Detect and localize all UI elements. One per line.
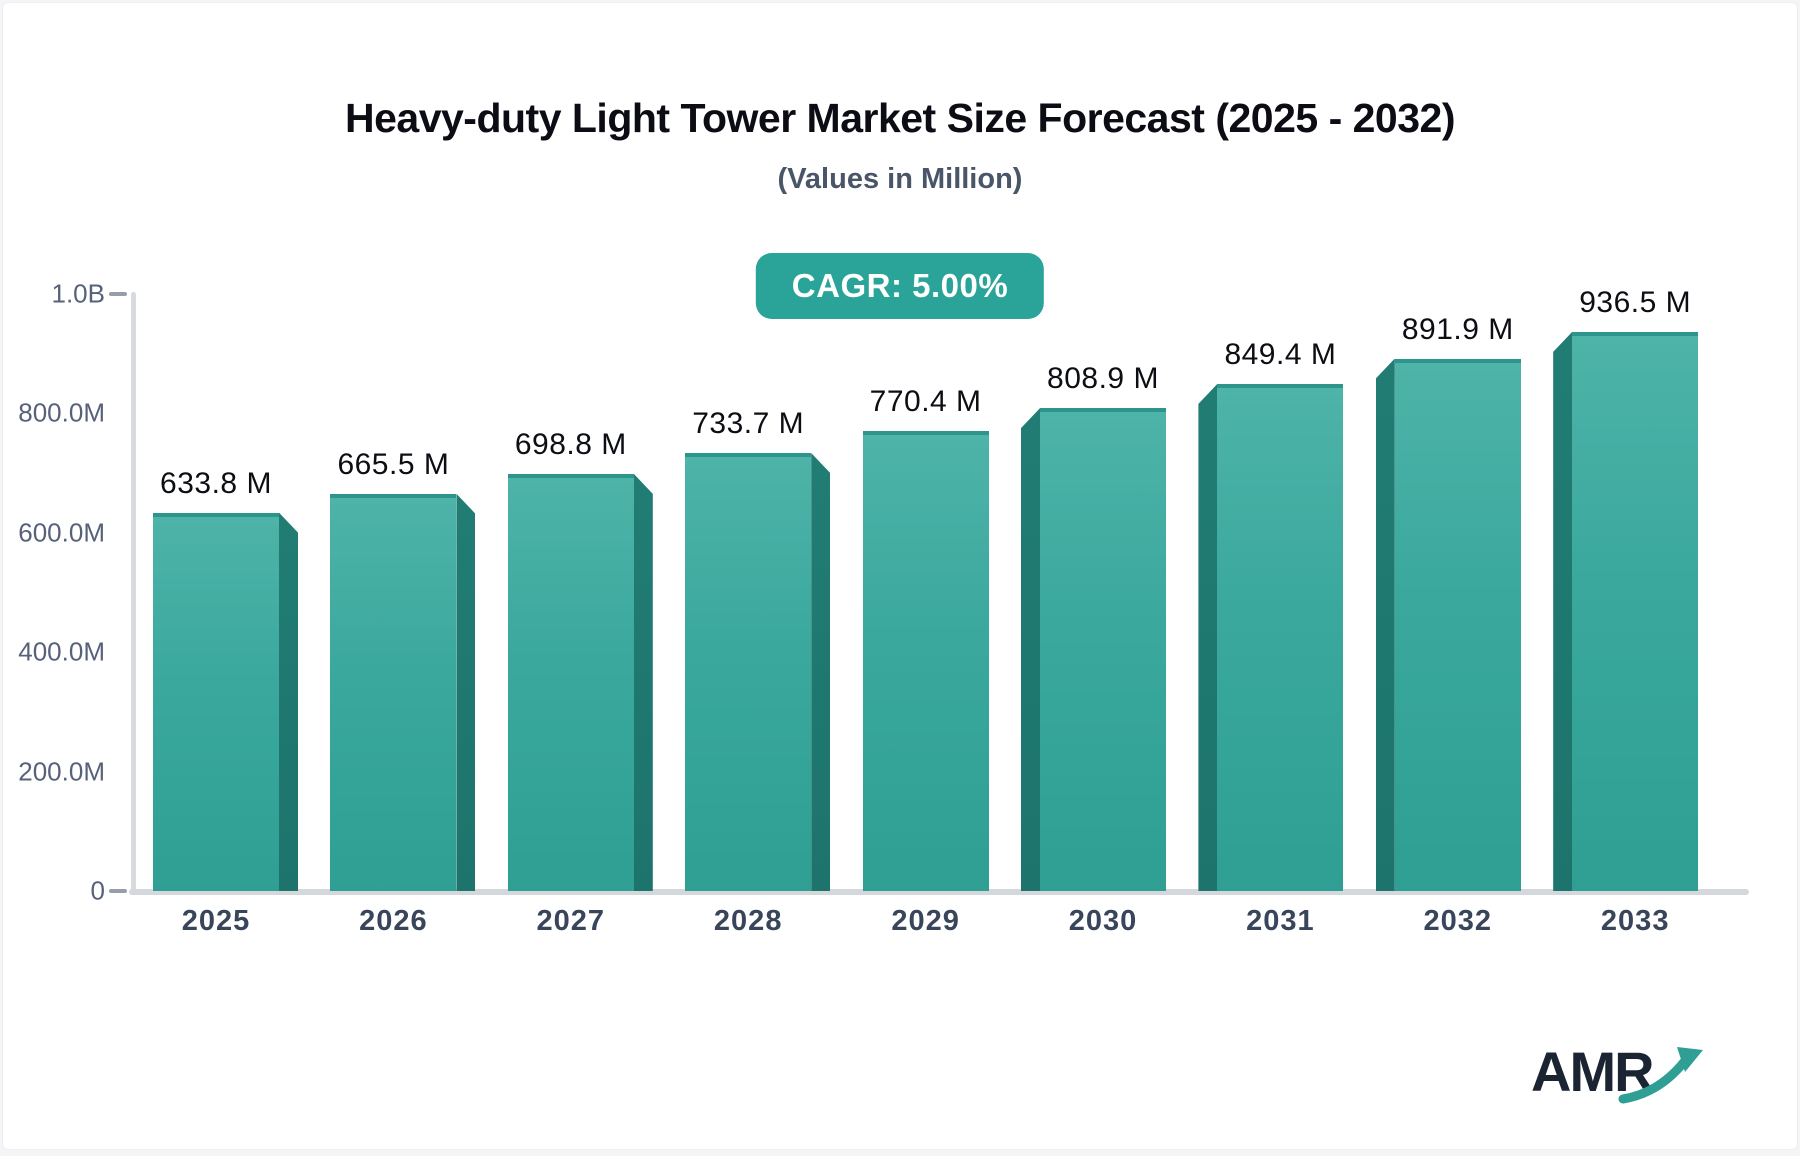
y-tick-label: 800.0M (18, 397, 105, 428)
x-tick-label-2028: 2028 (713, 905, 783, 937)
y-tick-label: 600.0M (18, 517, 105, 548)
bar-value-label: 633.8 M (160, 466, 272, 500)
y-tick-mark (109, 889, 127, 893)
y-tick-mark (109, 292, 127, 296)
bar-2029 (862, 431, 989, 891)
x-tick-label-2029: 2029 (891, 905, 960, 937)
bar-side-face (1198, 383, 1218, 891)
bar-2030 (1040, 408, 1166, 891)
bar-value-label: 665.5 M (337, 447, 450, 481)
bar-2028 (685, 452, 812, 891)
chart-subtitle: (Values in Million) (777, 163, 1023, 195)
x-tick-label-2027: 2027 (536, 905, 606, 937)
amr-logo-arrowhead (1677, 1047, 1703, 1072)
bar-value-label: 698.8 M (514, 427, 627, 461)
x-axis-line (129, 889, 1749, 895)
bar-value-label: 770.4 M (869, 385, 982, 419)
bar-side-face (633, 473, 653, 891)
bar-side-face (1375, 358, 1395, 891)
bar-side-face (456, 493, 476, 891)
x-tick-label-2033: 2033 (1600, 905, 1670, 937)
bar-value-label: 733.7 M (692, 406, 805, 440)
y-tick-label: 200.0M (18, 756, 105, 787)
x-tick-label-2030: 2030 (1068, 905, 1138, 937)
y-tick-label: 400.0M (18, 636, 105, 667)
bar-2025 (153, 512, 279, 891)
x-tick-label-2026: 2026 (359, 905, 428, 937)
amr-logo-arrow-curve (1618, 1057, 1689, 1104)
x-tick-label-2025: 2025 (181, 905, 251, 937)
x-tick-label-2031: 2031 (1246, 905, 1315, 937)
cagr-badge: CAGR: 5.00% (755, 253, 1045, 319)
bar-value-label: 891.9 M (1401, 312, 1514, 346)
y-tick-label: 0 (90, 875, 105, 906)
bar-2033 (1572, 331, 1699, 891)
bar-2027 (507, 473, 634, 891)
chart-title: Heavy-duty Light Tower Market Size Forec… (344, 95, 1456, 141)
bar-2031 (1217, 383, 1344, 891)
bar-side-face (1553, 331, 1573, 891)
bar-value-label: 936.5 M (1579, 285, 1692, 319)
bar-2032 (1394, 358, 1521, 891)
bar-value-label: 849.4 M (1224, 337, 1337, 371)
bar-side-face (811, 452, 831, 891)
bar-side-face (279, 512, 298, 891)
amr-logo: AMR (1531, 1040, 1703, 1104)
y-axis-line (131, 292, 136, 893)
bar-side-face (1021, 408, 1040, 891)
x-tick-label-2032: 2032 (1423, 905, 1493, 937)
bar-value-label: 808.9 M (1047, 362, 1159, 396)
y-tick-label: 1.0B (51, 278, 106, 309)
bar-2026 (330, 493, 457, 891)
